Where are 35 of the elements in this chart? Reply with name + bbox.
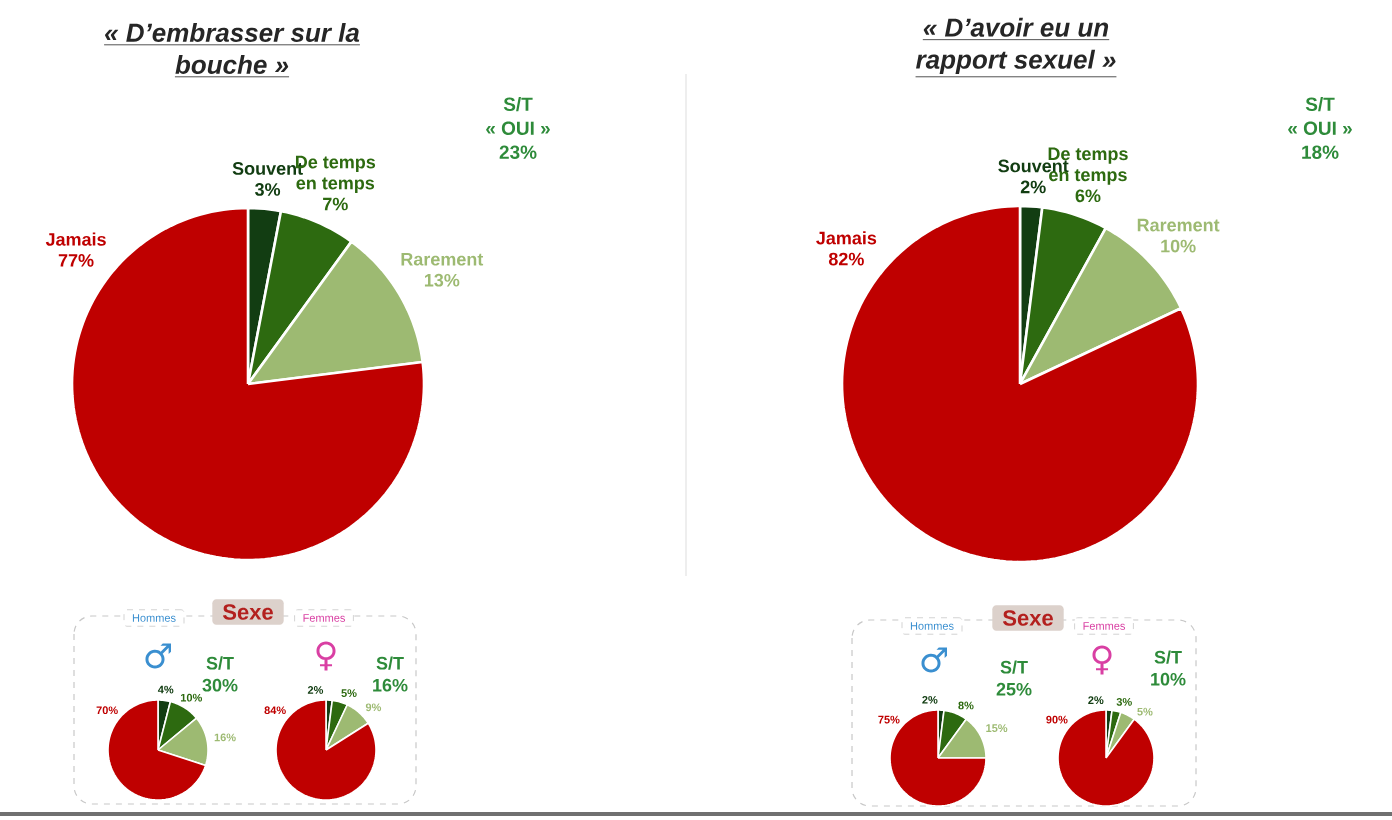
text: « OUI » xyxy=(486,121,550,135)
data-label: 7% xyxy=(323,197,348,211)
chart-subtitle: ♂ xyxy=(921,647,947,673)
data-label: 10% xyxy=(1161,239,1196,253)
text: Sexe xyxy=(1002,610,1053,626)
text: S/T xyxy=(206,656,234,670)
text: S/T xyxy=(1305,97,1335,112)
data-label: 2% xyxy=(1020,180,1046,194)
slice-label: Jamais xyxy=(816,231,877,245)
chart-subtitle: ♀ xyxy=(316,641,336,671)
text: S/T xyxy=(1000,660,1028,674)
data-label: 77% xyxy=(58,254,94,267)
text: 10% xyxy=(1151,672,1186,686)
chart-title: « D’embrasser sur la bouche » xyxy=(105,22,360,74)
slice-label: Rarement xyxy=(401,253,484,266)
slice-label: Rarement xyxy=(1137,218,1220,232)
data-label: 13% xyxy=(424,273,460,287)
text: « OUI » xyxy=(1288,121,1352,135)
data-label: 3% xyxy=(255,183,281,196)
text: S/T xyxy=(503,97,533,112)
text: 23% xyxy=(499,145,537,159)
text: Sexe xyxy=(222,604,273,620)
slice-label: Souvent xyxy=(998,159,1069,173)
chart-subtitle: ♀ xyxy=(1092,645,1112,675)
text: 18% xyxy=(1302,145,1339,159)
data-label: 82% xyxy=(828,252,864,266)
slice-label: Jamais xyxy=(45,232,106,246)
text: S/T xyxy=(1154,650,1182,664)
chart-title: « D’avoir eu un rapport sexuel » xyxy=(916,17,1116,74)
data-label: 6% xyxy=(1075,189,1101,203)
chart-subtitle: ♂ xyxy=(145,643,171,669)
text: 30% xyxy=(202,678,238,692)
text: 16% xyxy=(373,678,408,692)
text: 25% xyxy=(996,682,1032,696)
text: S/T xyxy=(376,656,404,670)
